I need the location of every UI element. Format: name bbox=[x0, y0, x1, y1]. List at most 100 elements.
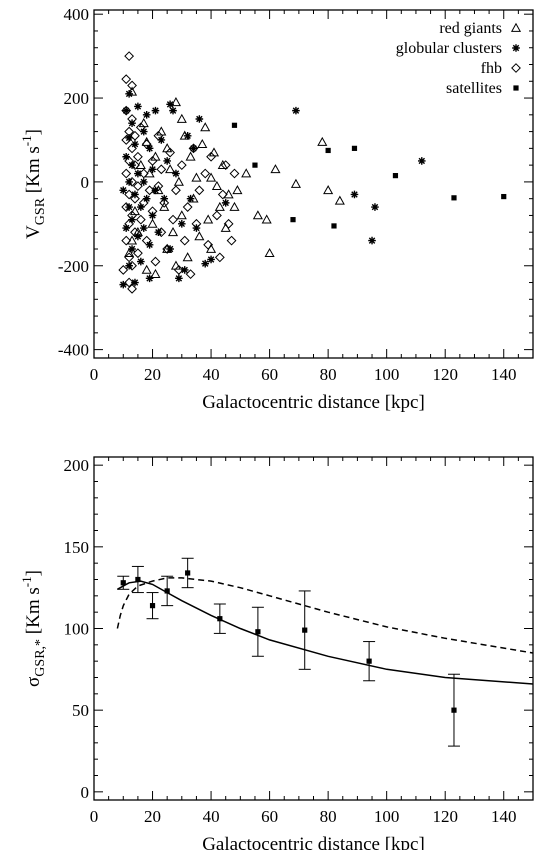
diamond-point bbox=[124, 252, 135, 263]
asterisk-point bbox=[151, 186, 160, 195]
asterisk-point bbox=[154, 228, 163, 237]
triangle-point bbox=[182, 252, 193, 262]
y-axis-label: VGSR [Km s-1] bbox=[19, 129, 48, 239]
triangle-point bbox=[290, 178, 301, 188]
asterisk-point bbox=[131, 278, 139, 287]
legend-label: red giants bbox=[439, 20, 502, 37]
diamond-point bbox=[121, 168, 132, 179]
legend-asterisk-marker bbox=[512, 44, 520, 52]
diamond-point bbox=[229, 168, 240, 179]
diamond-point bbox=[156, 227, 167, 238]
asterisk-point bbox=[139, 127, 148, 136]
triangle-point bbox=[167, 226, 179, 237]
asterisk-point bbox=[292, 106, 300, 115]
triangle-point bbox=[185, 151, 196, 161]
asterisk-point bbox=[122, 152, 130, 161]
y-axis-label-sub: GSR bbox=[33, 197, 48, 225]
asterisk-point bbox=[125, 90, 133, 98]
asterisk-point bbox=[134, 232, 142, 241]
asterisk-point bbox=[128, 245, 136, 253]
triangle-point bbox=[197, 138, 208, 149]
asterisk-point bbox=[125, 261, 133, 270]
y-tick-label: 400 bbox=[64, 5, 90, 24]
diamond-point bbox=[124, 189, 135, 200]
diamond-point bbox=[130, 227, 140, 238]
diamond-point bbox=[179, 235, 190, 246]
asterisk-point bbox=[371, 203, 379, 211]
asterisk-point bbox=[142, 194, 151, 203]
model-curve-solid bbox=[117, 580, 534, 685]
triangle-point bbox=[211, 180, 222, 190]
asterisk-point bbox=[122, 106, 130, 115]
diamond-point bbox=[127, 283, 137, 294]
diamond-point bbox=[130, 193, 140, 204]
diamond-point bbox=[121, 202, 132, 212]
triangle-point bbox=[170, 97, 181, 107]
asterisk-point bbox=[134, 169, 142, 178]
asterisk-point bbox=[137, 257, 145, 266]
triangle-point bbox=[141, 264, 152, 274]
square-point bbox=[501, 193, 507, 200]
asterisk-point bbox=[125, 134, 133, 142]
square-point bbox=[351, 145, 358, 151]
square-point bbox=[290, 217, 296, 223]
diamond-point bbox=[214, 252, 225, 263]
asterisk-point bbox=[128, 161, 136, 169]
x-axis-label: Galactocentric distance [kpc] bbox=[202, 834, 425, 850]
diamond-point bbox=[127, 143, 137, 154]
diamond-point bbox=[141, 235, 152, 246]
legend-triangle-marker bbox=[510, 22, 522, 32]
x-tick-label: 80 bbox=[320, 807, 337, 826]
dispersion-panel: 0 20 40 60 80 100 120 140 0 50 100 150 200 Galactoce… bbox=[19, 456, 534, 850]
measurement-point bbox=[135, 576, 141, 583]
diamond-point bbox=[130, 160, 140, 171]
measurement-point bbox=[255, 629, 261, 635]
asterisk-point bbox=[139, 178, 148, 186]
asterisk-point bbox=[145, 274, 154, 283]
triangle-point bbox=[135, 159, 146, 169]
diamond-point bbox=[132, 248, 143, 259]
triangle-point bbox=[223, 189, 234, 199]
triangle-point bbox=[217, 159, 228, 169]
y-tick-label: 100 bbox=[64, 620, 90, 639]
y-tick-label: 0 bbox=[81, 173, 90, 192]
asterisk-point bbox=[201, 259, 210, 268]
data-points bbox=[117, 557, 460, 747]
scatter-panel: 0 20 40 60 80 100 120 140 -400 -200 0 200 400 red gi… bbox=[19, 5, 534, 413]
x-tick-label: 0 bbox=[90, 365, 99, 384]
triangle-point bbox=[126, 235, 138, 245]
diamond-point bbox=[194, 185, 205, 196]
x-tick-label: 120 bbox=[432, 807, 458, 826]
triangle-point bbox=[270, 164, 281, 174]
y-tick-label: 0 bbox=[81, 783, 90, 802]
triangle-point bbox=[147, 218, 158, 228]
triangle-point bbox=[229, 201, 240, 211]
square-point bbox=[451, 195, 457, 201]
measurement-point bbox=[120, 580, 126, 586]
asterisk-point bbox=[157, 136, 166, 144]
diamond-point bbox=[168, 214, 178, 225]
triangle-point bbox=[317, 136, 328, 146]
y-axis-label-main: σ bbox=[23, 677, 44, 687]
diamond-point bbox=[206, 151, 216, 162]
diamond-point bbox=[217, 189, 228, 200]
y-axis-label-unit-close: ] bbox=[23, 570, 44, 576]
triangle-point bbox=[252, 210, 263, 220]
asterisk-point bbox=[221, 199, 230, 207]
asterisk-point bbox=[368, 236, 376, 245]
y-axis-label-unit: [Km s bbox=[23, 146, 44, 198]
diamond-point bbox=[130, 130, 140, 141]
diamond-point bbox=[203, 239, 214, 250]
triangle-point bbox=[261, 214, 272, 224]
triangle-point bbox=[173, 176, 184, 186]
asterisk-point bbox=[122, 224, 130, 232]
triangle-point bbox=[141, 136, 152, 146]
legend: red giants globular clusters fhb satellites bbox=[396, 20, 522, 97]
asterisk-point bbox=[189, 144, 198, 153]
y-axis-label-unit-sup: -1 bbox=[19, 576, 34, 587]
axis-ticks: 0 20 40 60 80 100 120 140 0 50 100 150 200 bbox=[64, 456, 533, 826]
diamond-point bbox=[212, 210, 222, 221]
diamond-point bbox=[223, 218, 234, 229]
diamond-point bbox=[141, 139, 152, 150]
triangle-point bbox=[159, 201, 170, 211]
